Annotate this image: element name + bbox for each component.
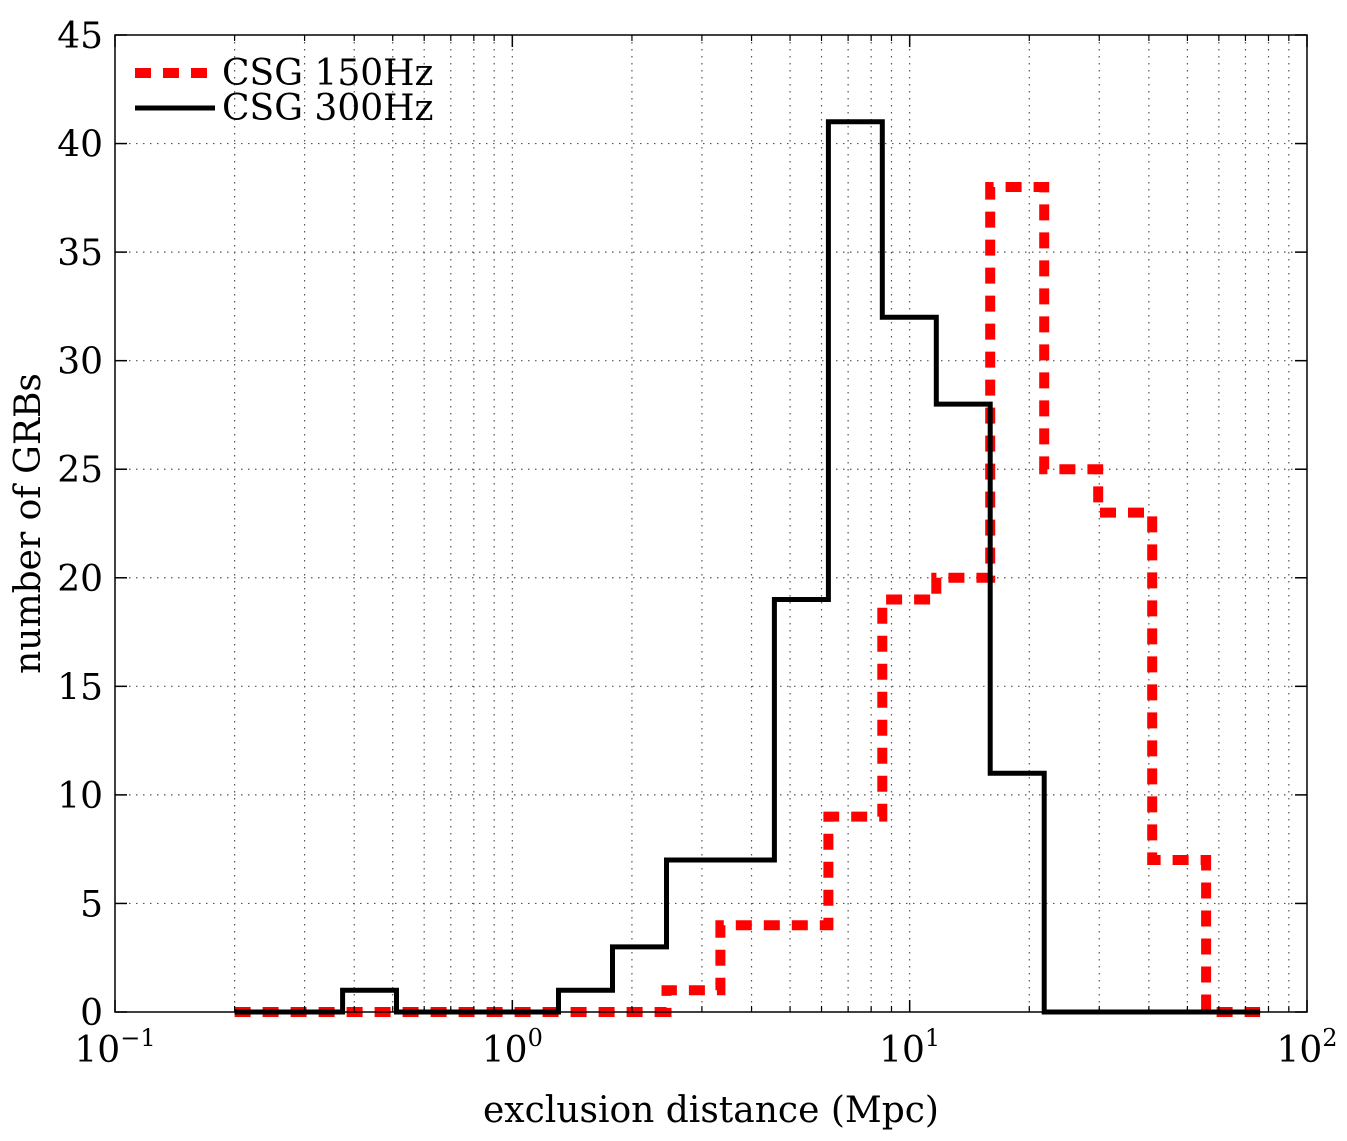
plot-frame (114, 34, 1308, 1013)
x-tick-label: 100 (482, 1024, 543, 1071)
axes-frame (114, 34, 1308, 1013)
grid (115, 35, 1307, 1012)
x-tick-label: 102 (1276, 1024, 1337, 1071)
x-tick-base: 10 (1276, 1030, 1322, 1071)
x-tick-base: 10 (74, 1030, 120, 1071)
x-tick-label: 101 (879, 1024, 940, 1071)
plot-background (115, 35, 1307, 1012)
y-tick-label: 10 (57, 776, 103, 817)
y-tick-label: 5 (80, 884, 103, 925)
legend-label: CSG 150Hz (222, 53, 433, 94)
y-tick-label: 0 (80, 993, 103, 1034)
y-tick-label: 25 (57, 450, 103, 491)
y-axis-label: number of GRBs (8, 373, 49, 674)
y-tick-label: 40 (57, 125, 103, 166)
y-tick-label: 45 (57, 16, 103, 57)
x-tick-exponent: 0 (528, 1024, 543, 1052)
x-tick-label: 10−1 (74, 1024, 155, 1071)
x-tick-exponent: −1 (120, 1024, 155, 1052)
y-tick-label: 30 (57, 342, 103, 383)
x-tick-exponent: 1 (925, 1024, 940, 1052)
y-tick-label: 35 (57, 233, 103, 274)
y-tick-label: 15 (57, 667, 103, 708)
x-axis-label: exclusion distance (Mpc) (483, 1090, 939, 1131)
legend-label: CSG 300Hz (222, 88, 433, 129)
x-tick-exponent: 2 (1322, 1024, 1337, 1052)
y-tick-label: 20 (57, 559, 103, 600)
x-tick-base: 10 (482, 1030, 528, 1071)
x-tick-base: 10 (879, 1030, 925, 1071)
